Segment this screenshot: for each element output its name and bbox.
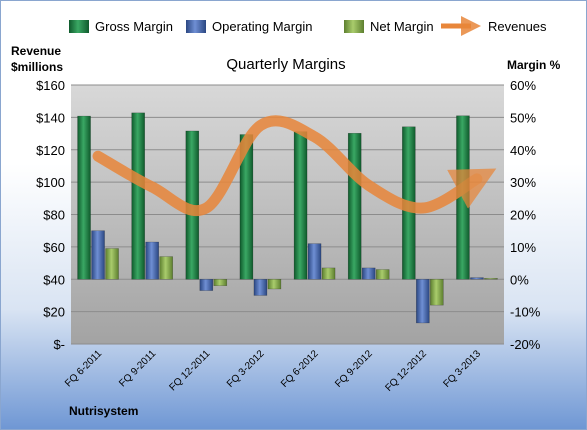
left-tick-label: $80 (43, 208, 65, 223)
legend-label-gross-margin: Gross Margin (95, 19, 173, 34)
bar-gross-margin (293, 131, 308, 280)
category-label: FQ 3-2013 (441, 348, 483, 390)
bar-net-margin (213, 279, 228, 286)
right-tick-label: -10% (510, 305, 541, 320)
bar-operating-margin (361, 267, 376, 280)
left-tick-label: $20 (43, 305, 65, 320)
category-label: FQ 12-2011 (167, 348, 212, 393)
plot-area: $- $20 $40 $60 $80 $100 $120 $140 $160 -20% -10% 0%… (36, 78, 541, 394)
left-tick-label: $160 (36, 78, 65, 93)
category-label: FQ 3-2012 (225, 348, 267, 390)
bar-operating-margin (91, 230, 105, 280)
category-label: FQ 9-2011 (117, 348, 158, 389)
bar-operating-margin (199, 279, 214, 291)
legend-label-operating-margin: Operating Margin (212, 19, 312, 34)
category-label: FQ 6-2011 (63, 348, 104, 389)
bar-net-margin (375, 269, 390, 280)
bar-net-margin (321, 267, 336, 280)
right-tick-label: 30% (510, 175, 536, 190)
right-tick-label: 40% (510, 143, 536, 158)
bar-net-margin (430, 279, 444, 306)
bar-operating-margin (253, 279, 268, 296)
footer-company: Nutrisystem (69, 404, 138, 418)
left-tick-label: $60 (43, 240, 65, 255)
bar-operating-margin (470, 277, 484, 280)
chart-legend: Gross Margin Operating Margin Net Margin… (69, 16, 547, 36)
category-label: FQ 9-2012 (333, 348, 375, 390)
legend-label-net-margin: Net Margin (370, 19, 434, 34)
right-tick-label: 0% (510, 272, 529, 287)
left-axis-label-line-1: Revenue (11, 44, 61, 58)
bar-gross-margin (77, 115, 91, 280)
right-tick-label: 60% (510, 78, 536, 93)
right-tick-label: 10% (510, 240, 536, 255)
legend-swatch-gross-margin (69, 20, 89, 33)
category-label: FQ 12-2012 (383, 348, 429, 394)
bar-operating-margin (307, 243, 322, 280)
chart-title: Quarterly Margins (226, 56, 345, 73)
category-label: FQ 6-2012 (279, 348, 321, 390)
left-tick-label: $140 (36, 110, 65, 125)
bar-net-margin (484, 278, 498, 280)
legend-swatch-operating-margin (186, 20, 206, 33)
legend-swatch-net-margin (344, 20, 364, 33)
bar-net-margin (159, 256, 173, 280)
right-tick-label: -20% (510, 337, 541, 352)
legend-label-revenues: Revenues (488, 19, 547, 34)
bar-net-margin (267, 279, 282, 290)
bar-gross-margin (131, 112, 145, 280)
left-axis-label-line-2: $millions (11, 60, 63, 74)
left-axis-label: Revenue $millions (11, 44, 64, 74)
right-tick-label: 50% (510, 110, 536, 125)
right-tick-label: 20% (510, 208, 536, 223)
left-tick-label: $120 (36, 143, 65, 158)
bar-operating-margin (145, 241, 159, 280)
bar-operating-margin (416, 279, 430, 324)
bar-gross-margin (347, 132, 362, 280)
right-axis-label: Margin % (507, 58, 561, 72)
left-tick-label: $- (53, 337, 65, 352)
left-tick-label: $40 (43, 272, 65, 287)
bar-net-margin (105, 248, 119, 280)
left-tick-label: $100 (36, 175, 65, 190)
revenues-line (92, 115, 497, 216)
